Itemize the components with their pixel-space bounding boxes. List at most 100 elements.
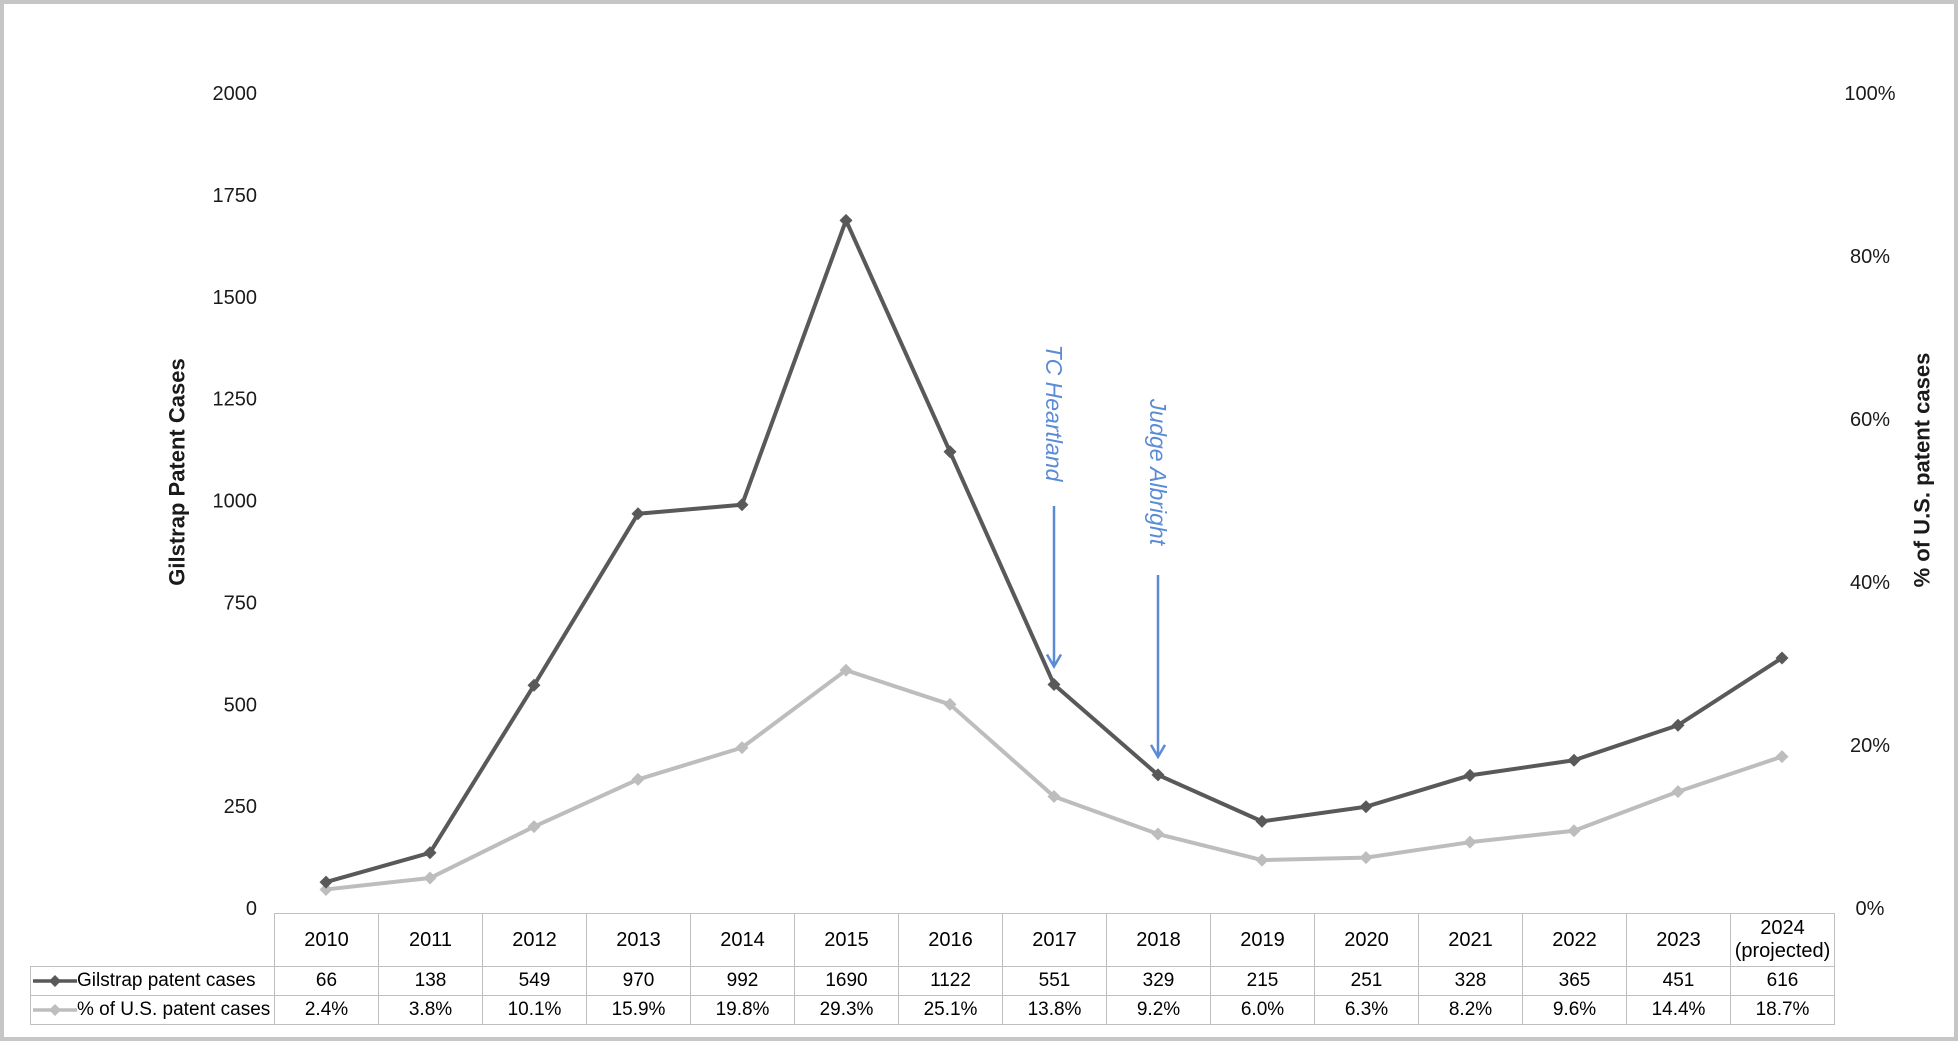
table-value-cell: 8.2% [1418, 995, 1523, 1025]
data-point-marker [1567, 753, 1581, 767]
table-year-header: 2017 [1002, 913, 1107, 967]
data-point-marker [943, 697, 957, 711]
data-point-marker [1463, 835, 1477, 849]
data-point-marker [423, 871, 437, 885]
table-value-cell: 13.8% [1002, 995, 1107, 1025]
table-year-header: 2014 [690, 913, 795, 967]
left-axis-tick-label: 1750 [213, 185, 258, 207]
data-point-marker [1255, 853, 1269, 867]
left-axis-title: Gilstrap Patent Cases [165, 358, 190, 585]
left-axis-tick-label: 2000 [213, 83, 258, 105]
table-value-cell: 25.1% [898, 995, 1003, 1025]
table-value-cell: 992 [690, 966, 795, 996]
left-axis-tick-label: 500 [224, 694, 257, 716]
table-year-header: 2019 [1210, 913, 1315, 967]
data-point-marker [631, 507, 645, 521]
annotation-label-judge-albright: Judge Albright [1145, 398, 1171, 547]
data-point-marker [527, 678, 541, 692]
data-point-marker [1775, 651, 1789, 665]
table-year-header: 2010 [274, 913, 379, 967]
series-name-label: % of U.S. patent cases [77, 999, 271, 1020]
right-axis-tick-label: 100% [1844, 83, 1895, 105]
chart-canvas: 2000 1750 1500 1250 1000 750 500 250 0 100% 80% 60%… [165, 83, 1935, 920]
right-axis-tick-label: 60% [1850, 409, 1890, 431]
table-series-row: % of U.S. patent cases 2.4% 3.8% 10.1% 15.9%… [30, 995, 1835, 1025]
table-year-header: 2022 [1522, 913, 1627, 967]
table-year-header: 2012 [482, 913, 587, 967]
annotation-label-tc-heartland: TC Heartland [1041, 345, 1067, 483]
table-value-cell: 15.9% [586, 995, 691, 1025]
right-axis-tick-label: 0% [1856, 898, 1885, 920]
left-axis-tick-label: 1250 [213, 389, 258, 411]
table-series-row: Gilstrap patent cases 66 138 549 970 992 1690 1… [30, 966, 1835, 996]
chart-data-table: 2010 2011 2012 2013 2014 2015 2016 2017 2018 2019… [30, 913, 1835, 1025]
table-year-header: 2015 [794, 913, 899, 967]
data-point-marker [735, 741, 749, 755]
data-point-marker [423, 846, 437, 860]
table-value-cell: 10.1% [482, 995, 587, 1025]
table-value-cell: 551 [1002, 966, 1107, 996]
table-year-header: 2011 [378, 913, 483, 967]
data-point-marker [839, 213, 853, 227]
data-point-marker [1047, 677, 1061, 691]
table-value-cell: 18.7% [1730, 995, 1835, 1025]
data-point-marker [1671, 785, 1685, 799]
table-value-cell: 1122 [898, 966, 1003, 996]
legend-line-marker-icon [33, 975, 77, 987]
table-value-cell: 19.8% [690, 995, 795, 1025]
table-value-cell: 251 [1314, 966, 1419, 996]
data-point-marker [631, 772, 645, 786]
table-value-cell: 549 [482, 966, 587, 996]
table-value-cell: 66 [274, 966, 379, 996]
annotation-arrowhead-icon [1149, 744, 1167, 760]
data-point-marker [943, 445, 957, 459]
table-value-cell: 6.0% [1210, 995, 1315, 1025]
data-point-marker [1567, 824, 1581, 838]
table-value-cell: 2.4% [274, 995, 379, 1025]
left-axis-tick-label: 0 [246, 898, 257, 920]
table-value-cell: 1690 [794, 966, 899, 996]
table-value-cell: 970 [586, 966, 691, 996]
table-corner-cell [31, 914, 275, 967]
table-year-header: 2020 [1314, 913, 1419, 967]
data-point-marker [1359, 851, 1373, 865]
table-year-header: 2024 (projected) [1730, 913, 1835, 967]
table-value-cell: 9.2% [1106, 995, 1211, 1025]
right-axis-tick-label: 80% [1850, 246, 1890, 268]
table-value-cell: 329 [1106, 966, 1211, 996]
right-axis-tick-label: 40% [1850, 572, 1890, 594]
table-value-cell: 6.3% [1314, 995, 1419, 1025]
data-point-marker [1463, 768, 1477, 782]
data-point-marker [527, 820, 541, 834]
data-point-marker [1359, 800, 1373, 814]
data-point-marker [319, 882, 333, 896]
table-value-cell: 365 [1522, 966, 1627, 996]
series-name-label: Gilstrap patent cases [77, 970, 256, 991]
data-point-marker [1671, 718, 1685, 732]
left-axis-tick-label: 250 [224, 796, 257, 818]
table-year-header: 2018 [1106, 913, 1211, 967]
data-point-marker [319, 875, 333, 889]
table-value-cell: 29.3% [794, 995, 899, 1025]
left-axis-tick-label: 1000 [213, 491, 258, 513]
data-point-marker [1775, 750, 1789, 764]
data-point-marker [1151, 827, 1165, 841]
data-point-marker [1047, 790, 1061, 804]
right-axis-tick-label: 20% [1850, 735, 1890, 757]
table-value-cell: 14.4% [1626, 995, 1731, 1025]
series-line-percent-us-cases [324, 668, 1784, 892]
series-row-label: % of U.S. patent cases [30, 995, 275, 1025]
table-year-header-row: 2010 2011 2012 2013 2014 2015 2016 2017 2018 2019… [31, 913, 1835, 967]
table-year-header: 2016 [898, 913, 1003, 967]
table-value-cell: 451 [1626, 966, 1731, 996]
data-point-marker [1255, 814, 1269, 828]
legend-line-marker-icon [33, 1004, 77, 1016]
table-year-header: 2021 [1418, 913, 1523, 967]
data-point-marker [735, 498, 749, 512]
table-value-cell: 9.6% [1522, 995, 1627, 1025]
table-value-cell: 3.8% [378, 995, 483, 1025]
series-row-label: Gilstrap patent cases [30, 966, 275, 996]
table-value-cell: 138 [378, 966, 483, 996]
data-point-marker [1151, 768, 1165, 782]
